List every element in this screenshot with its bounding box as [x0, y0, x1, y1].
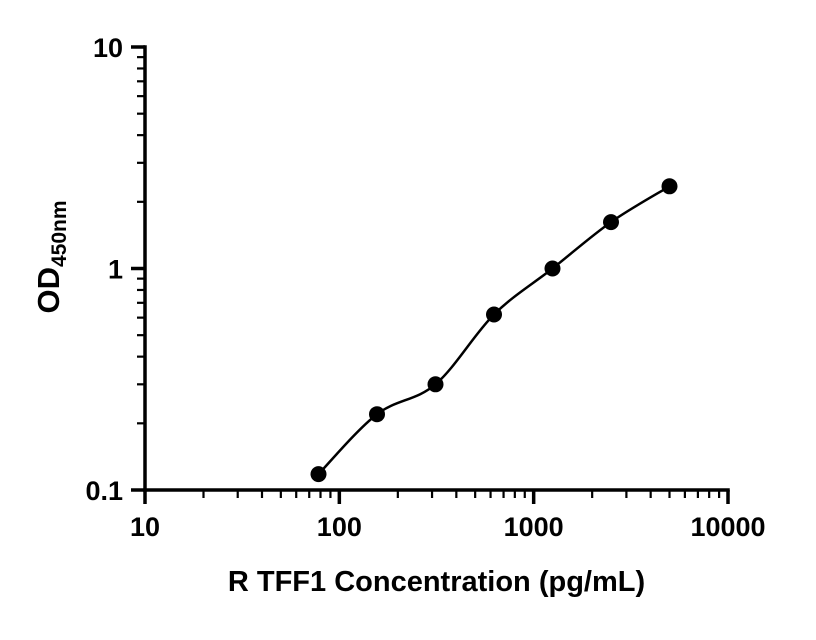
y-tick-label: 1 — [108, 255, 123, 285]
x-tick-label: 10000 — [690, 512, 765, 542]
x-tick-label: 1000 — [504, 512, 564, 542]
data-point — [603, 214, 619, 231]
data-point — [310, 466, 327, 483]
data-point — [369, 406, 385, 423]
y-tick-label: 0.1 — [85, 476, 123, 506]
data-point — [427, 376, 444, 393]
x-axis-title: R TFF1 Concentration (pg/mL) — [227, 566, 646, 598]
y-axis-title-text: OD — [31, 267, 66, 314]
y-axis-title: OD450nm — [31, 97, 73, 417]
fit-curve — [317, 185, 671, 475]
data-point — [486, 306, 502, 323]
x-tick-label: 10 — [130, 512, 160, 542]
y-tick-label: 10 — [93, 33, 123, 63]
data-point — [661, 178, 678, 195]
data-point — [544, 260, 561, 277]
y-axis-title-subscript: 450nm — [48, 200, 71, 268]
x-tick-label: 100 — [317, 512, 362, 542]
